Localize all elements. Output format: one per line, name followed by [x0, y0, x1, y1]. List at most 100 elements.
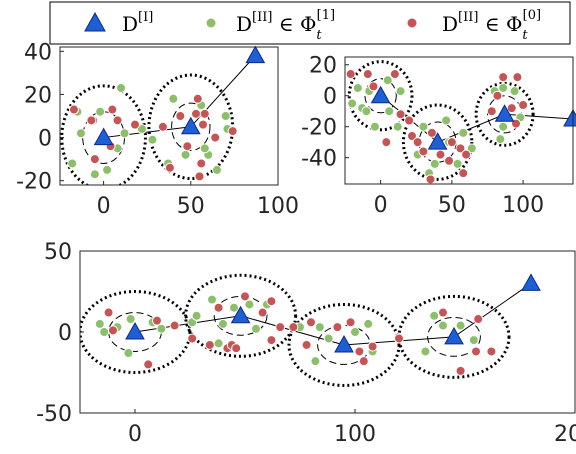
green-point — [244, 299, 255, 310]
green-point — [429, 310, 440, 321]
x-tick-label: 50 — [177, 194, 205, 219]
red-point — [471, 346, 481, 357]
red-point — [187, 333, 198, 344]
triangle-marker — [334, 334, 354, 353]
red-point — [362, 69, 373, 80]
red-point — [143, 359, 154, 370]
outer-zone-circle — [401, 103, 474, 181]
green-point — [251, 323, 261, 334]
red-point — [204, 339, 215, 350]
red-point — [435, 149, 446, 160]
red-point — [444, 155, 455, 166]
green-point — [495, 134, 506, 145]
legend-label-d2-phi0: D[II] ∈ Φt[0] — [442, 8, 541, 43]
green-point — [191, 310, 202, 321]
green-point — [75, 128, 86, 139]
outer-zone-circle — [287, 302, 401, 387]
triangle-marker — [93, 127, 114, 146]
red-point — [199, 108, 210, 119]
red-point — [194, 171, 205, 182]
triangle-marker — [370, 85, 391, 104]
red-point — [103, 307, 114, 318]
green-point — [347, 98, 358, 109]
outer-zone-circle — [80, 290, 192, 374]
x-tick-label: 100 — [257, 194, 299, 219]
red-point — [461, 149, 472, 160]
red-point — [498, 72, 509, 83]
y-tick-label: 50 — [44, 240, 72, 265]
x-tick-label: 0 — [97, 194, 111, 219]
green-point — [102, 164, 113, 175]
green-point — [94, 318, 105, 329]
red-point — [394, 333, 404, 344]
green-point — [350, 327, 360, 337]
green-point — [123, 348, 134, 359]
red-point — [345, 317, 356, 328]
red-point — [191, 108, 202, 119]
y-tick-label: 0 — [38, 127, 52, 152]
outer-zone-circle — [347, 60, 414, 132]
red-point — [492, 90, 503, 101]
green-point — [211, 164, 222, 175]
x-tick-label: 0 — [374, 193, 388, 218]
plot-contents — [60, 55, 256, 185]
red-point — [68, 104, 79, 115]
red-point — [389, 69, 400, 80]
inner-zone-circle — [171, 102, 211, 151]
red-point — [306, 317, 316, 328]
red-point — [288, 322, 299, 333]
green-point — [116, 82, 127, 93]
red-point — [412, 137, 423, 148]
green-point — [119, 128, 130, 139]
green-point — [455, 320, 466, 331]
red-point — [506, 103, 517, 114]
green-point — [452, 158, 463, 169]
inner-zone-circle — [364, 78, 397, 114]
panel-top-right: 0 50 100 20 0 -20 -40 — [301, 54, 576, 218]
red-point — [425, 174, 436, 184]
green-point — [310, 356, 321, 367]
plot-contents — [80, 273, 532, 387]
red-point — [86, 115, 97, 126]
plot-contents — [345, 60, 573, 184]
red-point — [107, 104, 118, 115]
green-point — [363, 318, 374, 329]
green-point — [498, 82, 509, 93]
legend-box — [49, 1, 571, 45]
triangle-marker — [125, 321, 145, 340]
red-point — [275, 322, 286, 333]
outer-zone-circle — [474, 81, 535, 147]
legend-triangle-marker — [84, 11, 106, 32]
legend-entry-d2-phi0: D[II] ∈ Φt[0] — [406, 8, 541, 43]
green-point — [361, 106, 372, 117]
triangle-marker — [444, 326, 464, 345]
y-tick-label: 0 — [58, 321, 72, 346]
green-point — [352, 82, 363, 93]
legend-label-d2-phi1: D[II] ∈ Φt[1] — [236, 8, 335, 43]
green-point — [229, 302, 239, 313]
green-point — [168, 93, 179, 104]
triangle-marker — [180, 116, 201, 135]
red-point — [129, 119, 140, 130]
triangle-marker — [245, 45, 266, 64]
inner-zone-circle — [213, 295, 268, 336]
y-tick-label: -50 — [36, 402, 72, 427]
legend-red-marker — [406, 17, 418, 29]
red-point — [108, 325, 118, 336]
red-point — [332, 322, 343, 333]
legend: D[I] D[II] ∈ Φt[1] D[II] ∈ Φt[0] — [49, 1, 571, 45]
legend-label-d1: D[I] — [122, 10, 153, 36]
red-point — [152, 315, 162, 326]
red-point — [512, 72, 523, 83]
green-point — [369, 121, 380, 132]
green-point — [67, 158, 78, 169]
green-point — [466, 143, 477, 154]
red-point — [518, 100, 529, 111]
outer-zone-circle — [184, 273, 298, 358]
green-point — [213, 338, 224, 349]
triangle-marker — [230, 305, 251, 324]
y-tick-label: 20 — [24, 83, 52, 108]
outer-zone-circle — [60, 84, 147, 185]
red-point — [406, 130, 417, 141]
